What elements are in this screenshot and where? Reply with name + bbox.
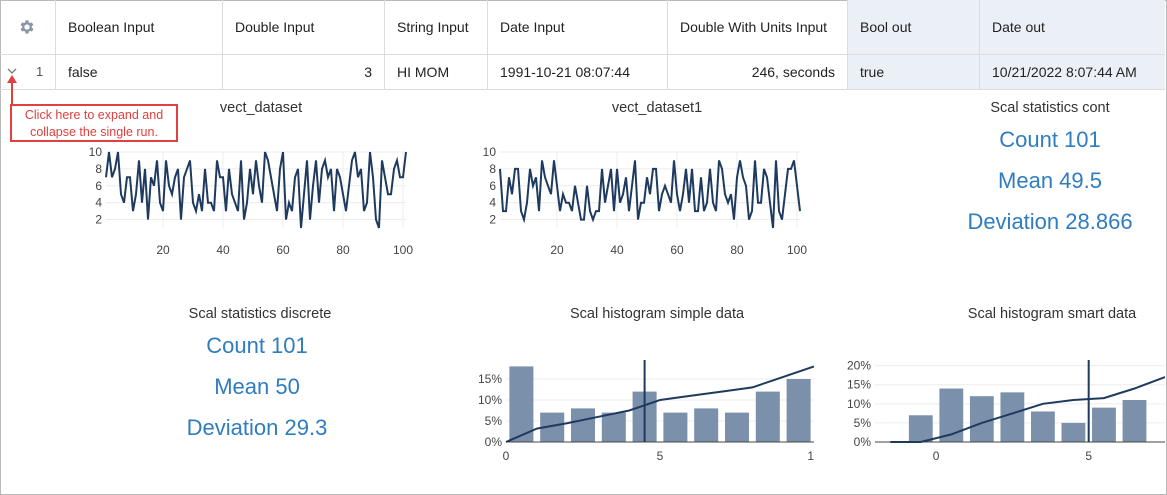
x-tick-label: 5 <box>657 449 664 463</box>
y-tick-label: 15% <box>478 372 502 386</box>
histogram-bar <box>1000 392 1025 442</box>
callout-arrow-icon <box>7 75 17 106</box>
cell-boolean-input: false <box>56 55 223 89</box>
y-tick-label: 10 <box>89 145 103 159</box>
y-tick-label: 5% <box>485 414 503 428</box>
histogram-bar <box>969 396 994 442</box>
chart-title-vect-dataset1: vect_dataset1 <box>611 100 703 116</box>
callout-note: Click here to expand and collapse the si… <box>10 104 178 142</box>
cell-date-input: 1991-10-21 08:07:44 <box>488 55 668 89</box>
x-tick-label: 80 <box>730 243 744 257</box>
y-tick-label: 5% <box>854 416 872 430</box>
header-boolean-input[interactable]: Boolean Input <box>56 0 223 54</box>
stats-discrete-count: Count 101 <box>206 333 308 358</box>
y-tick-label: 4 <box>489 196 496 210</box>
histogram-smart-data: 0% 5% 10% 15% 20% 0 5 <box>847 359 1165 463</box>
x-tick-label: 20 <box>550 243 564 257</box>
y-tick-label: 2 <box>489 213 496 227</box>
stats-discrete-mean: Mean 50 <box>214 374 300 399</box>
cell-bool-out: true <box>848 55 980 89</box>
cell-double-units-input: 246, seconds <box>668 55 848 89</box>
y-tick-label: 20% <box>847 359 871 373</box>
row-index-cell[interactable]: 1 <box>0 55 56 89</box>
stats-discrete-deviation: Deviation 29.3 <box>186 415 328 440</box>
stats-cont-deviation: Deviation 28.866 <box>967 209 1133 234</box>
table-header: Boolean Input Double Input String Input … <box>0 0 1165 55</box>
histogram-bar <box>601 412 626 442</box>
chevron-down-icon[interactable] <box>6 65 18 77</box>
histogram-bar <box>755 391 780 442</box>
gear-icon[interactable] <box>18 18 36 36</box>
y-tick-label: 8 <box>95 162 102 176</box>
histogram-bar <box>1030 411 1055 442</box>
x-tick-label: 0 <box>503 449 510 463</box>
y-tick-label: 0% <box>854 435 872 449</box>
x-tick-label: 5 <box>1085 449 1092 463</box>
y-tick-label: 6 <box>489 179 496 193</box>
chart-title-hist-smart: Scal histogram smart data <box>967 306 1137 322</box>
settings-cell[interactable] <box>0 0 56 54</box>
x-tick-label: 40 <box>610 243 624 257</box>
x-tick-label: 100 <box>787 243 807 257</box>
histogram-bar <box>1092 407 1116 442</box>
y-tick-label: 2 <box>95 213 102 227</box>
histogram-bar <box>1122 400 1147 442</box>
histogram-bar <box>786 379 811 442</box>
x-tick-label: 40 <box>216 243 230 257</box>
header-double-units-input[interactable]: Double With Units Input <box>668 0 848 54</box>
header-date-out[interactable]: Date out <box>980 0 1165 54</box>
cumulative-line <box>890 376 1165 443</box>
x-tick-label: 80 <box>336 243 350 257</box>
cell-double-input: 3 <box>223 55 385 89</box>
header-double-input[interactable]: Double Input <box>223 0 385 54</box>
y-tick-label: 10% <box>478 393 502 407</box>
histogram-bar <box>939 388 964 442</box>
histogram-bar <box>509 366 534 442</box>
histogram-bar <box>724 412 750 442</box>
cumulative-line <box>505 365 814 443</box>
y-tick-label: 0% <box>485 435 503 449</box>
y-tick-label: 4 <box>95 196 102 210</box>
x-tick-label: 100 <box>393 243 413 257</box>
chart-title-vect-dataset: vect_dataset <box>219 100 303 116</box>
header-bool-out[interactable]: Bool out <box>848 0 980 54</box>
chart-title-hist-simple: Scal histogram simple data <box>569 306 745 322</box>
histogram-bar <box>694 408 719 442</box>
histogram-bar <box>663 412 688 442</box>
y-tick-label: 15% <box>847 378 871 392</box>
cell-date-out: 10/21/2022 8:07:44 AM <box>980 55 1165 89</box>
x-tick-label: 0 <box>933 449 940 463</box>
stats-cont-mean: Mean 49.5 <box>998 168 1102 193</box>
line-chart-vect-dataset1: 2 4 6 8 10 20 40 60 80 100 <box>483 145 808 257</box>
histogram-bar <box>1061 422 1086 442</box>
stats-cont-title: Scal statistics cont <box>990 100 1110 116</box>
y-tick-label: 10 <box>483 145 497 159</box>
y-tick-label: 6 <box>95 179 102 193</box>
row-number: 1 <box>36 64 44 79</box>
header-string-input[interactable]: String Input <box>385 0 488 54</box>
series-line <box>105 151 407 229</box>
y-tick-label: 8 <box>489 162 496 176</box>
histogram-bar <box>908 415 933 442</box>
y-tick-label: 10% <box>847 397 871 411</box>
cell-string-input: HI MOM <box>385 55 488 89</box>
series-line <box>499 160 801 229</box>
x-tick-label: 20 <box>156 243 170 257</box>
stats-cont-count: Count 101 <box>999 127 1101 152</box>
x-tick-label: 60 <box>276 243 290 257</box>
histogram-bar <box>570 408 596 442</box>
x-tick-label: 60 <box>670 243 684 257</box>
line-chart-vect-dataset: 2 4 6 8 10 20 40 60 80 100 <box>89 145 414 257</box>
header-date-input[interactable]: Date Input <box>488 0 668 54</box>
x-tick-label: 10 <box>807 449 814 463</box>
table-row: 1 false 3 HI MOM 1991-10-21 08:07:44 246… <box>0 55 1165 90</box>
chart-title-hist-simple-placeholder: Scal statistics discrete <box>188 306 332 322</box>
histogram-simple-data: 0% 5% 10% 15% 0 5 10 <box>478 360 814 463</box>
